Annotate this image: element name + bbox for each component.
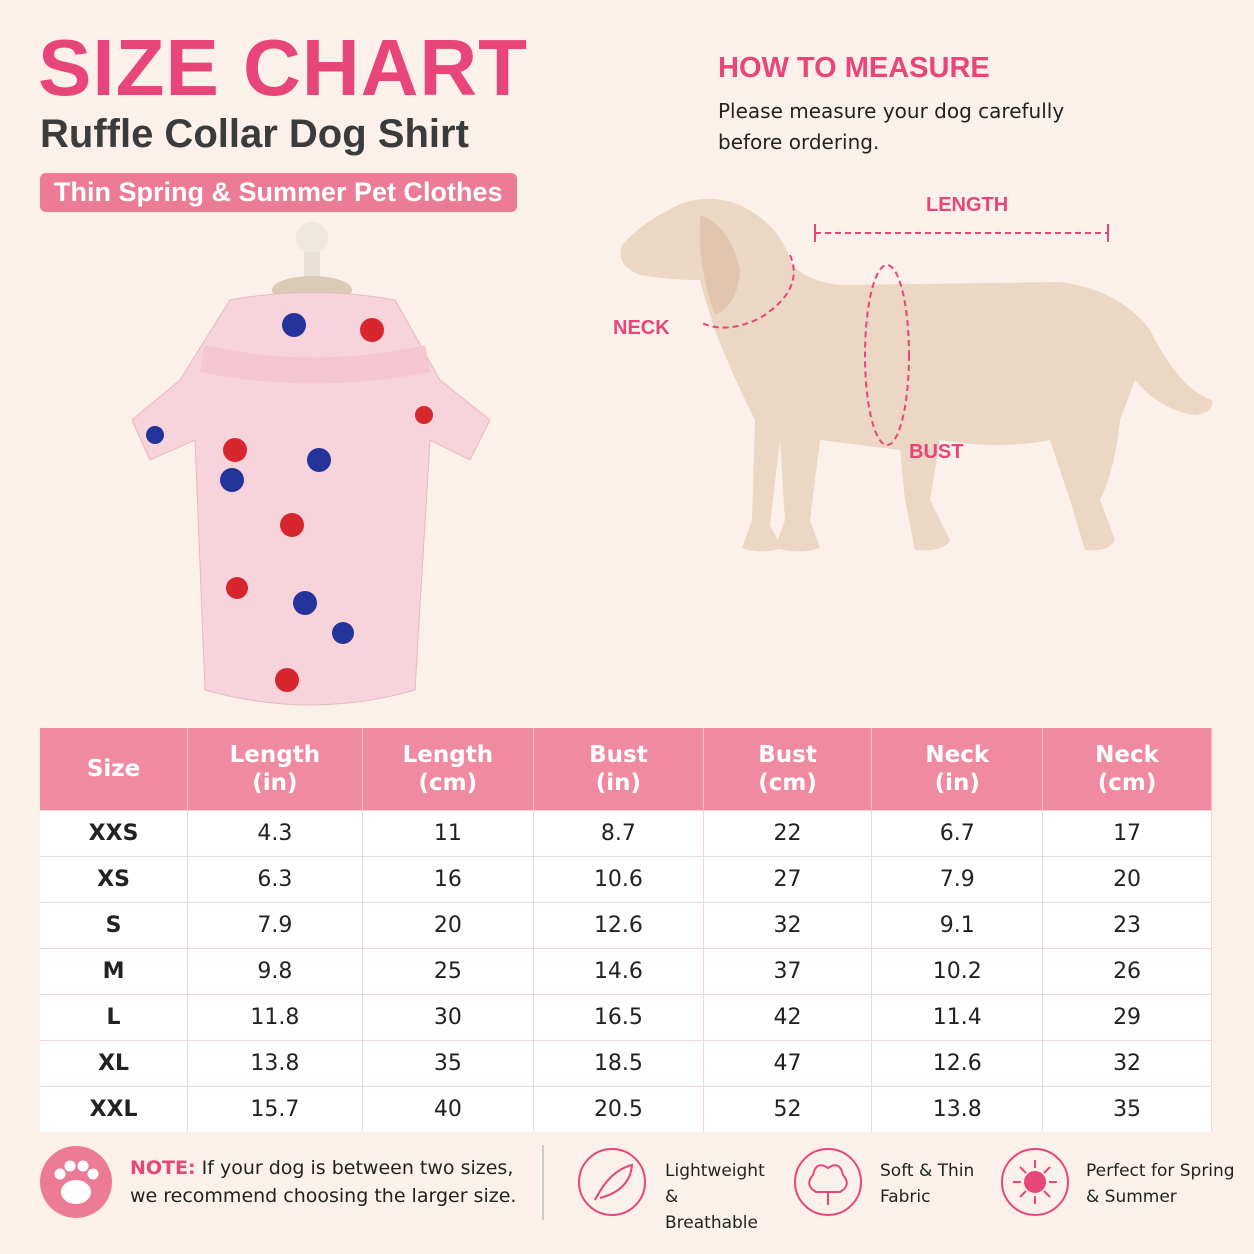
table-row: S 7.9 20 12.6 32 9.1 23 bbox=[40, 902, 1212, 949]
table-cell: 7.9 bbox=[187, 902, 363, 949]
table-cell: M bbox=[40, 948, 189, 995]
table-cell: 32 bbox=[1042, 1040, 1212, 1087]
table-cell: XS bbox=[40, 856, 189, 903]
column-name: Size bbox=[86, 756, 141, 782]
table-cell: 12.6 bbox=[533, 902, 704, 949]
table-cell: 8.7 bbox=[533, 810, 704, 857]
feature: Perfect for Spring & Summer bbox=[1086, 1161, 1235, 1207]
column-unit: (in) bbox=[595, 770, 642, 796]
column-unit: (cm) bbox=[418, 770, 478, 796]
table-cell: 20.5 bbox=[533, 1086, 704, 1132]
table-cell: 14.6 bbox=[533, 948, 704, 995]
table-cell: XL bbox=[40, 1040, 189, 1087]
table-cell: XXS bbox=[40, 810, 189, 857]
badge: Thin Spring & Summer Pet Clothes bbox=[40, 173, 517, 212]
table-row: XXL 15.7 40 20.5 52 13.8 35 bbox=[40, 1086, 1212, 1132]
table-cell: 16.5 bbox=[533, 994, 704, 1041]
table-cell: 11 bbox=[362, 810, 535, 857]
note: NOTE: If your dog is between two sizes, … bbox=[130, 1154, 530, 1210]
table-cell: 27 bbox=[703, 856, 873, 903]
table-cell: S bbox=[40, 902, 189, 949]
column-header: Neck (cm) bbox=[1042, 728, 1212, 811]
table-cell: 20 bbox=[1042, 856, 1212, 903]
column-name: Neck bbox=[1095, 742, 1159, 768]
table-cell: 42 bbox=[703, 994, 873, 1041]
feature: Soft & Thin Fabric bbox=[880, 1161, 975, 1207]
column-unit: (in) bbox=[252, 770, 298, 796]
length-label: LENGTH bbox=[926, 194, 1009, 216]
table-row: L 11.8 30 16.5 42 11.4 29 bbox=[40, 994, 1212, 1041]
table-cell: 32 bbox=[703, 902, 873, 949]
column-header: Length (cm) bbox=[362, 728, 535, 811]
table-cell: 22 bbox=[703, 810, 873, 857]
column-name: Length bbox=[229, 742, 321, 768]
column-header: Size bbox=[40, 728, 189, 811]
column-header: Bust (cm) bbox=[703, 728, 873, 811]
table-cell: 9.1 bbox=[871, 902, 1044, 949]
table-cell: 35 bbox=[362, 1040, 535, 1087]
size-table: Size Length (in) Length (cm) Bust (in) Bust (cm)… bbox=[40, 728, 1212, 1132]
table-row: XXS 4.3 11 8.7 22 6.7 17 bbox=[40, 810, 1212, 857]
table-cell: 13.8 bbox=[871, 1086, 1044, 1132]
table-cell: L bbox=[40, 994, 189, 1041]
table-cell: 25 bbox=[362, 948, 535, 995]
measure-title: HOW TO MEASURE bbox=[718, 52, 990, 84]
table-cell: 10.6 bbox=[533, 856, 704, 903]
subtitle: Ruffle Collar Dog Shirt bbox=[40, 112, 469, 156]
measure-text: Please measure your dog carefully before… bbox=[718, 99, 1065, 154]
table-cell: 17 bbox=[1042, 810, 1212, 857]
note-label: NOTE: bbox=[130, 1157, 196, 1179]
column-header: Neck (in) bbox=[871, 728, 1044, 811]
column-unit: (in) bbox=[934, 770, 980, 796]
table-cell: 29 bbox=[1042, 994, 1212, 1041]
dog-ear bbox=[700, 215, 740, 315]
table-cell: 11.8 bbox=[187, 994, 363, 1041]
table-cell: 11.4 bbox=[871, 994, 1044, 1041]
table-row: XL 13.8 35 18.5 47 12.6 32 bbox=[40, 1040, 1212, 1087]
table-cell: 13.8 bbox=[187, 1040, 363, 1087]
table-cell: 6.7 bbox=[871, 810, 1044, 857]
table-cell: 6.3 bbox=[187, 856, 363, 903]
table-cell: 12.6 bbox=[871, 1040, 1044, 1087]
column-name: Length bbox=[402, 742, 494, 768]
table-row: XS 6.3 16 10.6 27 7.9 20 bbox=[40, 856, 1212, 903]
column-header: Length (in) bbox=[187, 728, 363, 811]
table-cell: 47 bbox=[703, 1040, 873, 1087]
table-cell: 37 bbox=[703, 948, 873, 995]
column-name: Neck bbox=[925, 742, 990, 768]
bust-label: BUST bbox=[909, 441, 964, 463]
column-name: Bust bbox=[589, 742, 648, 768]
table-cell: 16 bbox=[362, 856, 535, 903]
column-unit: (cm) bbox=[1097, 770, 1157, 796]
table-row: M 9.8 25 14.6 37 10.2 26 bbox=[40, 948, 1212, 995]
table-cell: 52 bbox=[703, 1086, 873, 1132]
footer-icons bbox=[40, 1145, 1069, 1220]
table-cell: 15.7 bbox=[187, 1086, 363, 1132]
illustrations bbox=[131, 198, 1213, 706]
table-cell: 9.8 bbox=[187, 948, 363, 995]
dog-silhouette bbox=[620, 198, 1213, 552]
table-cell: 40 bbox=[362, 1086, 535, 1132]
column-name: Bust bbox=[758, 742, 817, 768]
measure-lines bbox=[699, 232, 1108, 446]
column-header: Bust (in) bbox=[533, 728, 704, 811]
table-cell: XXL bbox=[40, 1086, 189, 1132]
table-cell: 30 bbox=[362, 994, 535, 1041]
table-cell: 23 bbox=[1042, 902, 1212, 949]
table-cell: 4.3 bbox=[187, 810, 363, 857]
title: SIZE CHART bbox=[38, 23, 528, 112]
neck-label: NECK bbox=[613, 317, 670, 339]
feature: Lightweight & Breathable bbox=[665, 1161, 765, 1233]
table-cell: 35 bbox=[1042, 1086, 1212, 1132]
table-cell: 26 bbox=[1042, 948, 1212, 995]
table-cell: 7.9 bbox=[871, 856, 1044, 903]
column-unit: (cm) bbox=[758, 770, 817, 796]
shirt-image bbox=[131, 222, 491, 706]
table-cell: 10.2 bbox=[871, 948, 1044, 995]
table-cell: 20 bbox=[362, 902, 535, 949]
table-cell: 18.5 bbox=[533, 1040, 704, 1087]
note-text: If your dog is between two sizes, we rec… bbox=[130, 1157, 517, 1207]
